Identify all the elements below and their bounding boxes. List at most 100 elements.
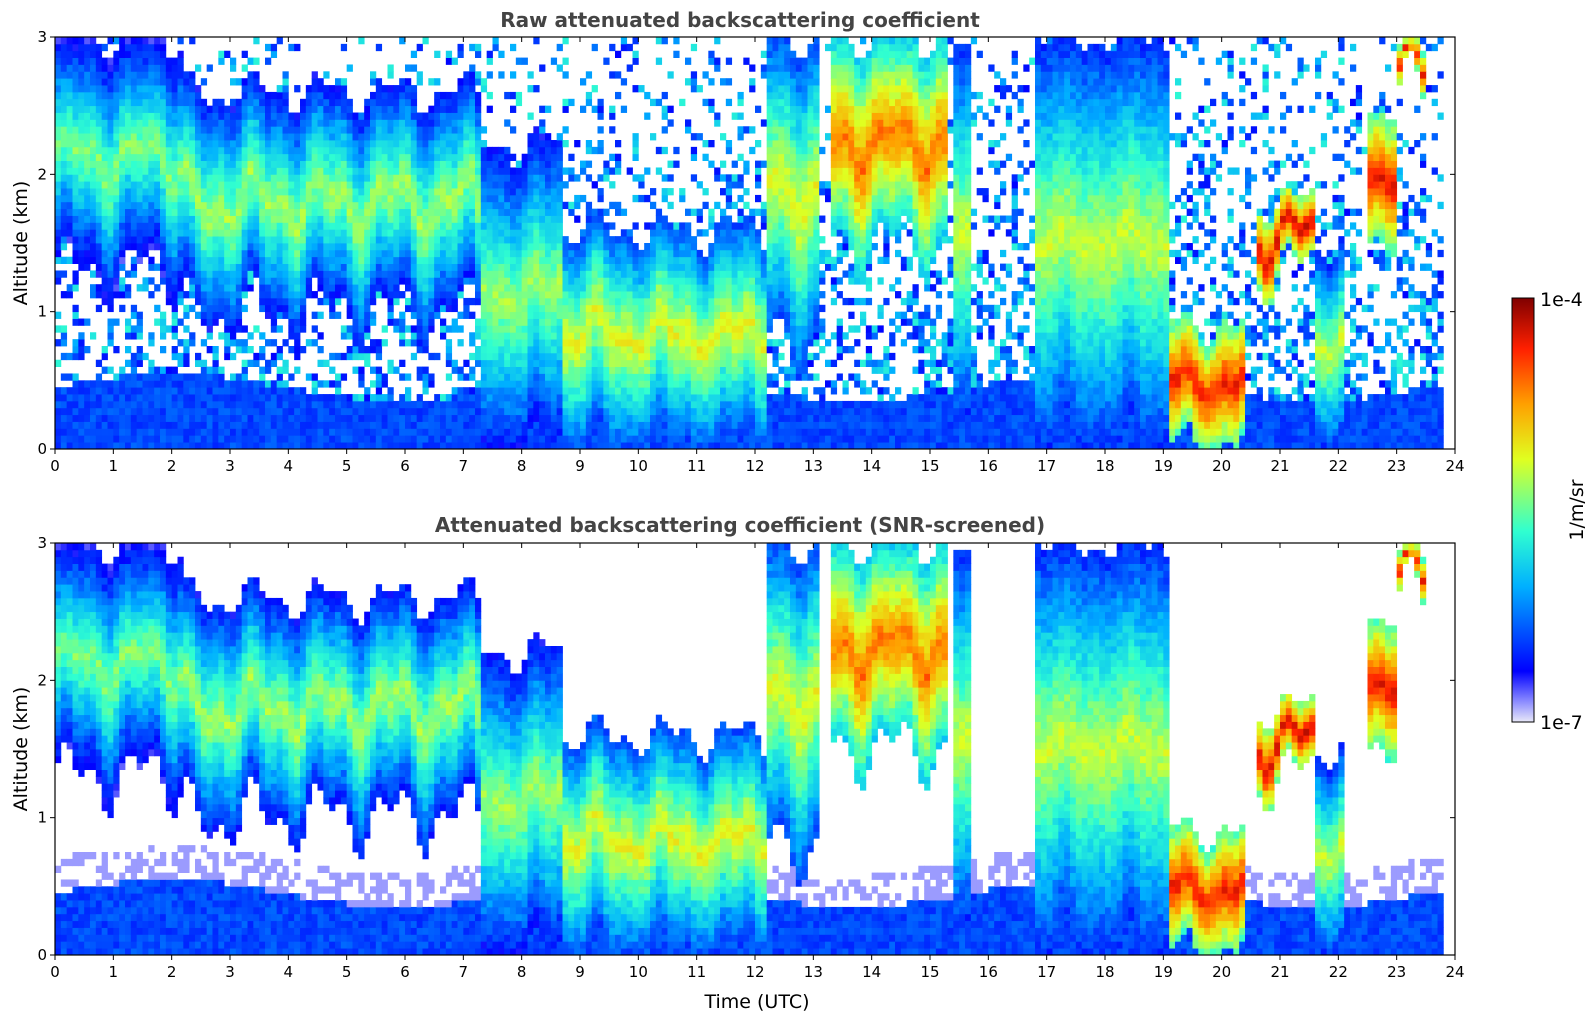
heatmap-cell xyxy=(253,71,260,79)
heatmap-cell xyxy=(136,160,143,168)
heatmap-cell xyxy=(66,146,73,155)
heatmap-cell xyxy=(405,222,412,230)
heatmap-cell xyxy=(259,256,266,264)
heatmap-cell xyxy=(387,146,394,155)
heatmap-cell xyxy=(125,229,132,237)
heatmap-cell xyxy=(644,249,651,258)
heatmap-cell xyxy=(270,43,278,52)
heatmap-cell xyxy=(539,387,546,395)
heatmap-cell xyxy=(375,105,383,113)
heatmap-cell xyxy=(212,380,219,388)
heatmap-cell xyxy=(550,277,558,285)
heatmap-cell xyxy=(393,421,400,429)
heatmap-cell xyxy=(148,64,155,72)
heatmap-cell xyxy=(177,249,184,258)
heatmap-cell xyxy=(84,78,91,86)
heatmap-cell xyxy=(556,407,563,416)
heatmap-cell xyxy=(381,215,388,223)
heatmap-cell xyxy=(218,304,225,313)
heatmap-cell xyxy=(148,71,155,79)
heatmap-cell xyxy=(609,284,616,292)
heatmap-cell xyxy=(539,229,546,237)
heatmap-cell xyxy=(410,112,418,120)
heatmap-cell xyxy=(165,153,173,161)
heatmap-cell xyxy=(346,284,353,292)
heatmap-cell xyxy=(504,249,511,258)
heatmap-cell xyxy=(580,263,587,271)
heatmap-cell xyxy=(165,380,173,388)
heatmap-cell xyxy=(55,105,62,113)
heatmap-cell xyxy=(685,332,692,340)
heatmap-cell xyxy=(305,291,313,299)
heatmap-cell xyxy=(113,428,120,436)
heatmap-cell xyxy=(580,229,587,237)
heatmap-cell xyxy=(486,105,493,113)
heatmap-cell xyxy=(410,140,418,148)
heatmap-cell xyxy=(125,57,132,65)
heatmap-cell xyxy=(685,249,692,258)
heatmap-cell xyxy=(253,188,260,196)
heatmap-cell xyxy=(492,188,499,196)
heatmap-cell xyxy=(364,359,371,367)
heatmap-cell xyxy=(510,91,517,100)
heatmap-cell xyxy=(288,387,295,395)
heatmap-cell xyxy=(352,346,359,354)
heatmap-cell xyxy=(545,263,552,271)
heatmap-cell xyxy=(440,256,447,264)
heatmap-cell xyxy=(498,71,505,79)
heatmap-cell xyxy=(346,208,353,216)
heatmap-cell xyxy=(521,291,528,299)
heatmap-cell xyxy=(399,311,406,319)
heatmap-cell xyxy=(119,215,126,223)
heatmap-cell xyxy=(591,297,598,306)
heatmap-cell xyxy=(259,85,266,93)
heatmap-cell xyxy=(440,442,447,450)
heatmap-cell xyxy=(282,78,289,86)
heatmap-cell xyxy=(130,380,138,388)
heatmap-cell xyxy=(457,50,464,58)
heatmap-cell xyxy=(136,332,143,340)
heatmap-cell xyxy=(160,91,167,100)
heatmap-cell xyxy=(113,160,120,168)
heatmap-cell xyxy=(451,325,458,333)
heatmap-cell xyxy=(679,222,686,230)
heatmap-cell xyxy=(160,160,167,168)
heatmap-cell xyxy=(60,98,68,107)
heatmap-cell xyxy=(504,291,511,299)
heatmap-cell xyxy=(125,291,132,299)
heatmap-cell xyxy=(364,133,371,141)
heatmap-cell xyxy=(212,366,219,374)
heatmap-cell xyxy=(90,229,97,237)
heatmap-cell xyxy=(410,332,418,340)
heatmap-cell xyxy=(72,64,79,72)
heatmap-cell xyxy=(580,325,587,333)
heatmap-cell xyxy=(247,98,254,107)
heatmap-cell xyxy=(346,256,353,264)
heatmap-cell xyxy=(165,236,173,244)
heatmap-cell xyxy=(352,133,359,141)
heatmap-cell xyxy=(95,201,103,210)
heatmap-cell xyxy=(580,366,587,374)
heatmap-cell xyxy=(550,414,558,422)
heatmap-cell xyxy=(475,332,482,340)
heatmap-cell xyxy=(399,140,406,148)
heatmap-cell xyxy=(335,181,342,189)
heatmap-cell xyxy=(346,332,353,340)
heatmap-cell xyxy=(632,352,639,361)
heatmap-cell xyxy=(101,236,108,244)
heatmap-cell xyxy=(55,78,62,86)
heatmap-cell xyxy=(445,407,453,416)
heatmap-cell xyxy=(177,359,184,367)
heatmap-cell xyxy=(305,215,313,223)
heatmap-cell xyxy=(498,229,505,237)
heatmap-cell xyxy=(416,222,423,230)
heatmap-cell xyxy=(445,346,453,354)
heatmap-cell xyxy=(335,243,342,251)
heatmap-cell xyxy=(212,222,219,230)
heatmap-cell xyxy=(539,414,546,422)
heatmap-cell xyxy=(492,222,499,230)
heatmap-cell xyxy=(655,352,663,361)
heatmap-cell xyxy=(72,133,79,141)
heatmap-cell xyxy=(655,318,663,326)
heatmap-cell xyxy=(218,201,225,210)
